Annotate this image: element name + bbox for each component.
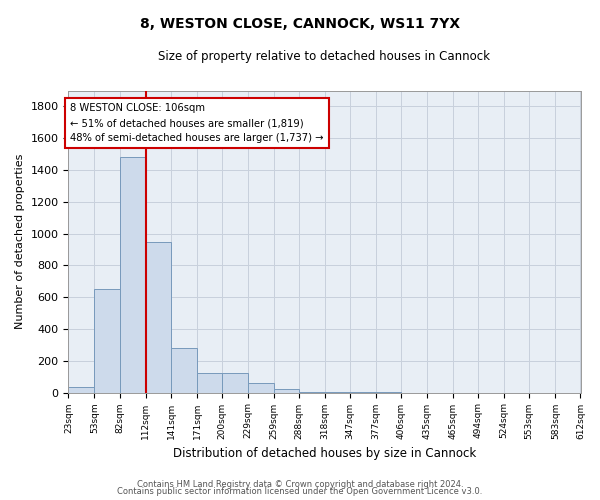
Bar xyxy=(274,390,299,392)
Text: 8, WESTON CLOSE, CANNOCK, WS11 7YX: 8, WESTON CLOSE, CANNOCK, WS11 7YX xyxy=(140,18,460,32)
X-axis label: Distribution of detached houses by size in Cannock: Distribution of detached houses by size … xyxy=(173,447,476,460)
Bar xyxy=(119,158,146,392)
Text: 8 WESTON CLOSE: 106sqm
← 51% of detached houses are smaller (1,819)
48% of semi-: 8 WESTON CLOSE: 106sqm ← 51% of detached… xyxy=(70,104,323,143)
Bar xyxy=(171,348,197,393)
Y-axis label: Number of detached properties: Number of detached properties xyxy=(15,154,25,329)
Text: Contains HM Land Registry data © Crown copyright and database right 2024.: Contains HM Land Registry data © Crown c… xyxy=(137,480,463,489)
Bar xyxy=(68,387,94,392)
Text: Contains public sector information licensed under the Open Government Licence v3: Contains public sector information licen… xyxy=(118,487,482,496)
Bar xyxy=(146,242,171,392)
Title: Size of property relative to detached houses in Cannock: Size of property relative to detached ho… xyxy=(158,50,490,63)
Bar xyxy=(197,374,222,392)
Bar xyxy=(94,289,119,393)
Bar xyxy=(248,383,274,392)
Bar xyxy=(222,374,248,392)
